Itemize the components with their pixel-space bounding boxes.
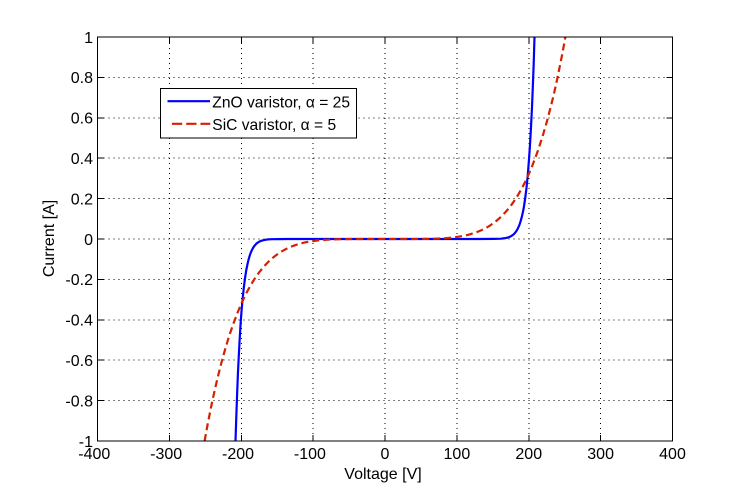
svg-text:-400: -400 bbox=[78, 446, 110, 463]
svg-text:1: 1 bbox=[84, 30, 93, 47]
svg-text:Current [A]: Current [A] bbox=[41, 200, 58, 277]
svg-text:-0.8: -0.8 bbox=[65, 393, 93, 410]
svg-text:0.8: 0.8 bbox=[71, 70, 93, 87]
svg-text:0.4: 0.4 bbox=[71, 151, 93, 168]
svg-text:100: 100 bbox=[444, 446, 471, 463]
svg-text:Voltage [V]: Voltage [V] bbox=[344, 466, 421, 483]
svg-text:0: 0 bbox=[381, 446, 390, 463]
svg-text:ZnO varistor, α = 25: ZnO varistor, α = 25 bbox=[212, 94, 350, 111]
svg-text:-200: -200 bbox=[222, 446, 254, 463]
svg-text:-0.6: -0.6 bbox=[65, 353, 93, 370]
svg-text:SiC varistor, α = 5: SiC varistor, α = 5 bbox=[212, 117, 336, 134]
svg-text:0.2: 0.2 bbox=[71, 191, 93, 208]
svg-text:-300: -300 bbox=[150, 446, 182, 463]
svg-text:-100: -100 bbox=[294, 446, 326, 463]
svg-text:200: 200 bbox=[515, 446, 542, 463]
svg-text:400: 400 bbox=[659, 446, 686, 463]
svg-text:300: 300 bbox=[587, 446, 614, 463]
svg-text:0.6: 0.6 bbox=[71, 111, 93, 128]
svg-text:-1: -1 bbox=[79, 434, 93, 451]
svg-text:-0.2: -0.2 bbox=[65, 272, 93, 289]
svg-text:0: 0 bbox=[84, 232, 93, 249]
svg-text:-0.4: -0.4 bbox=[65, 313, 93, 330]
